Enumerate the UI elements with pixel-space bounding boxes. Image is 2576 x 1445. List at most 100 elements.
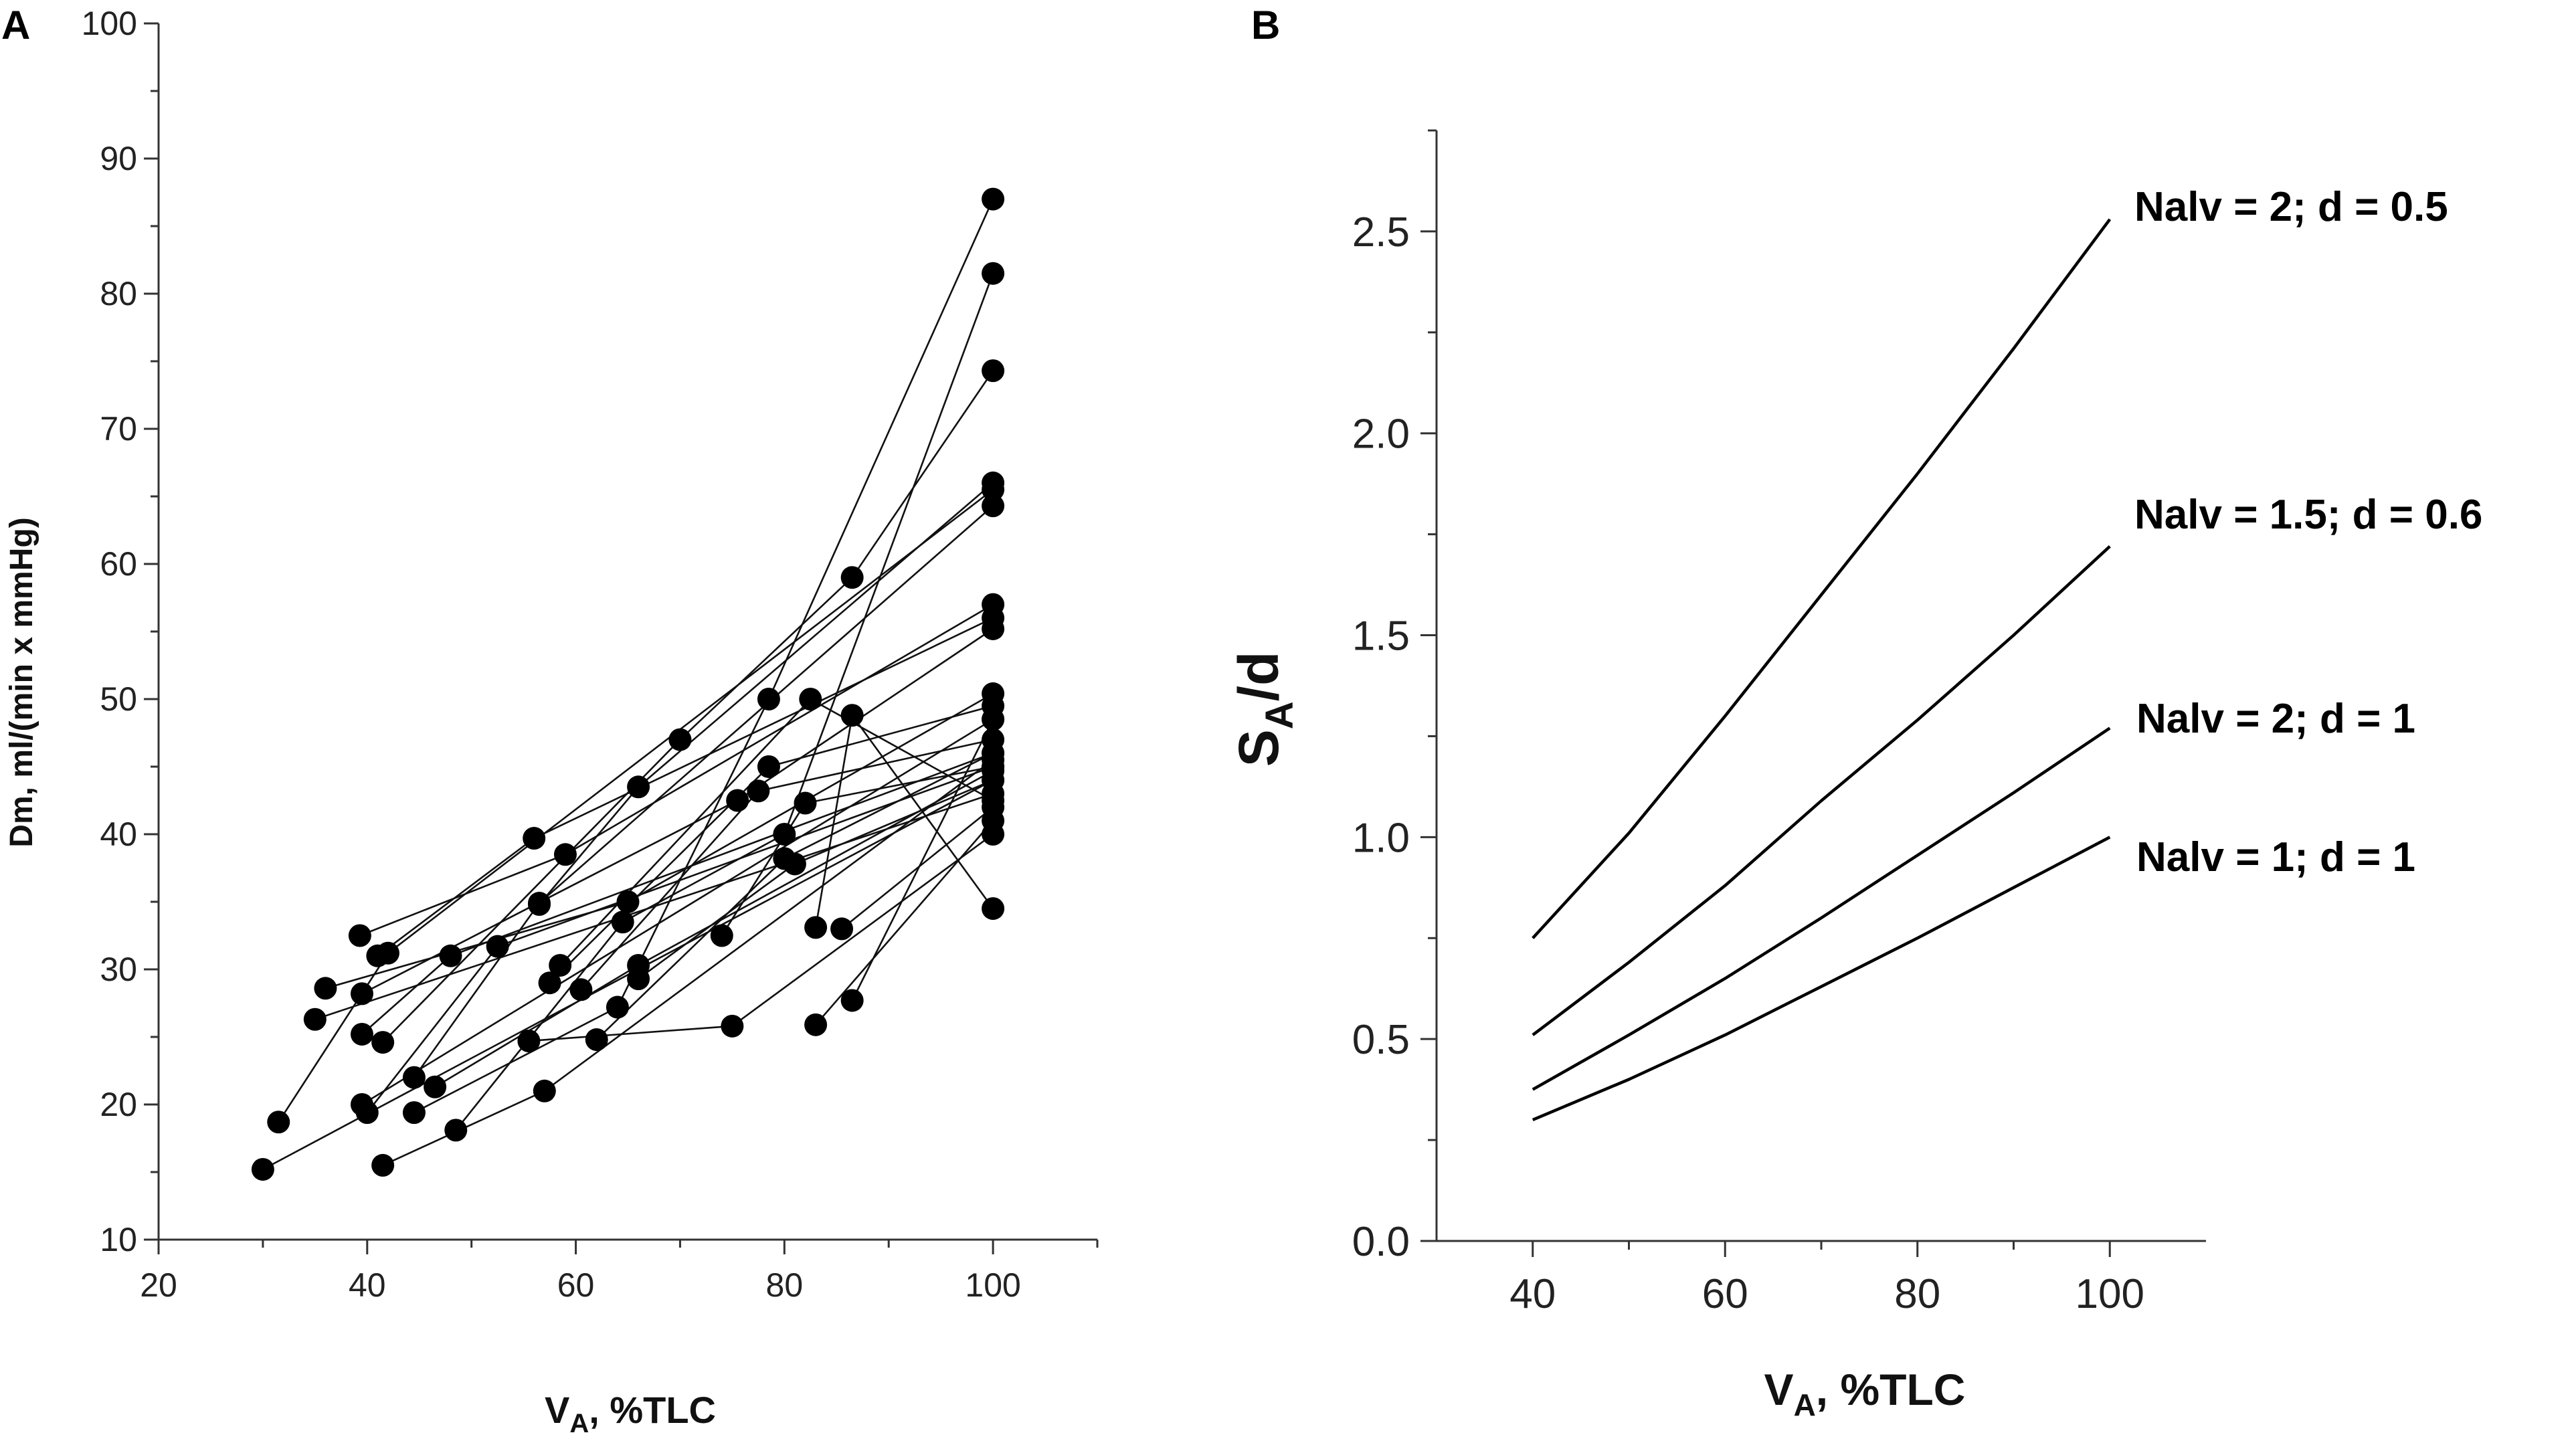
panel-b-curve-labels: Nalv = 2; d = 0.5 Nalv = 1.5; d = 0.6 Nalv… (2134, 184, 2482, 880)
panel-a-subject-line (851, 718, 994, 1001)
panel-a-data-point (402, 1066, 426, 1089)
panel-a-data-point (569, 978, 593, 1001)
panel-a-data-point (982, 359, 1005, 383)
panel-a-subject-line (314, 793, 994, 1020)
panel-a-data-point (982, 606, 1005, 630)
panel-a-x-tick-label: 20 (140, 1266, 177, 1304)
panel-a-data-point (424, 1075, 447, 1098)
panel-a-y-tick-label: 30 (100, 951, 137, 988)
panel-a-subject-line (382, 370, 994, 1044)
panel-a-label: A (1, 3, 30, 47)
panel-a-data-point (710, 924, 733, 947)
panel-a-data-point (366, 944, 389, 967)
panel-a-subject-line (413, 505, 994, 1078)
panel-b-chart: B 0.0 0.5 1.0 1.5 2.0 2.5 40 60 80 100 Nalv = 2; … (1227, 3, 2482, 1422)
panel-b-y-tick-label: 1.0 (1352, 815, 1410, 861)
panel-b-curve-line (1532, 836, 2111, 1121)
panel-a-subject-line (841, 806, 994, 930)
panel-a-x-axis-label: VA, %TLC (545, 1389, 716, 1438)
panel-b-curve-label: Nalv = 2; d = 1 (2136, 696, 2415, 742)
panel-b-label: B (1251, 3, 1280, 47)
panel-a-data-point (794, 791, 817, 815)
panel-b-x-axis-label: VA, %TLC (1764, 1365, 1966, 1422)
panel-a-data-point (773, 823, 796, 846)
panel-a-data-point (757, 688, 780, 710)
panel-b-axes: 0.0 0.5 1.0 1.5 2.0 2.5 40 60 80 100 (1352, 129, 2206, 1317)
panel-a-subject-line (413, 199, 994, 1114)
panel-a-subject-line (361, 718, 994, 1106)
panel-a-data-point (982, 471, 1005, 494)
panel-a-data-point (533, 1079, 556, 1102)
panel-a-data-point (783, 852, 806, 876)
panel-a-data-point (721, 1014, 744, 1038)
panel-b-curves (1532, 218, 2112, 1121)
panel-a-data-point (982, 494, 1005, 518)
panel-a-data-point (627, 775, 650, 799)
panel-a-y-axis-label: Dm, ml/(min x mmHg) (4, 517, 39, 847)
panel-a-data-point (982, 897, 1005, 921)
panel-b-y-axis-label: SA/d (1227, 652, 1301, 767)
panel-a-subject-line (366, 765, 994, 1113)
panel-a-y-tick-label: 80 (100, 275, 137, 312)
panel-a-subject-line (815, 820, 994, 1026)
panel-b-curve-line (1532, 727, 2111, 1091)
panel-a-data-point (668, 728, 692, 751)
panel-b-x-tick-label: 60 (1702, 1271, 1748, 1317)
panel-b-curve-label: Nalv = 1.5; d = 0.6 (2134, 492, 2482, 538)
panel-a-y-tick-label: 20 (100, 1086, 137, 1123)
panel-b-y-tick-label: 0.5 (1352, 1017, 1410, 1063)
panel-b-curve-label: Nalv = 1; d = 1 (2136, 834, 2415, 880)
panel-a-data-point (303, 1007, 327, 1031)
panel-a-data-point (757, 755, 780, 778)
panel-a-data-point (371, 1031, 395, 1054)
panel-a-data-point (538, 971, 561, 995)
panel-a-y-tick-label: 40 (100, 815, 137, 853)
panel-a-data-point (585, 1028, 608, 1052)
panel-a-data-point (251, 1157, 274, 1181)
panel-a-subject-line (549, 704, 994, 984)
panel-b-y-tick-label: 2.5 (1352, 209, 1410, 256)
panel-a-data-point (799, 688, 822, 710)
panel-a-data-point (527, 893, 551, 917)
panel-b-y-tick-label: 1.5 (1352, 613, 1410, 660)
panel-a-data-point (830, 917, 854, 941)
panel-a-data-point (267, 1111, 290, 1134)
panel-a-y-tick-label: 60 (100, 545, 137, 583)
panel-a-data-point (804, 916, 828, 939)
panel-a-x-tick-label: 80 (766, 1266, 804, 1304)
panel-a-data-point (486, 935, 509, 958)
panel-a-data-point (840, 704, 864, 727)
panel-a-data-point (371, 1153, 395, 1177)
panel-a-x-tick-label: 100 (965, 1266, 1020, 1304)
panel-a-subject-line (361, 628, 994, 995)
panel-a-subject-line (595, 752, 994, 1040)
panel-a-y-tick-label: 100 (82, 5, 137, 42)
panel-a-data-point (982, 262, 1005, 285)
panel-a-data-points (251, 187, 1005, 1181)
panel-a-data-point (314, 977, 337, 1000)
panel-a-data-point (726, 789, 749, 812)
panel-a-data-point (982, 187, 1005, 211)
panel-a-data-point (747, 779, 770, 803)
panel-a-data-point (350, 982, 373, 1005)
panel-a-y-tick-label: 70 (100, 410, 137, 448)
panel-a-x-tick-label: 60 (557, 1266, 595, 1304)
panel-b-x-tick-label: 40 (1509, 1271, 1556, 1317)
panel-a-data-point (840, 566, 864, 589)
panel-b-x-tick-label: 80 (1894, 1271, 1940, 1317)
panel-a-y-tick-label: 90 (100, 140, 137, 177)
panel-a-data-point (616, 890, 640, 913)
panel-a-data-point (549, 953, 572, 977)
panel-a-x-tick-label: 40 (349, 1266, 386, 1304)
panel-b-y-tick-label: 0.0 (1352, 1219, 1410, 1265)
panel-a-data-point (804, 1013, 828, 1036)
panel-a-data-point (523, 827, 546, 850)
panel-a-data-point (982, 755, 1005, 778)
panel-a-data-point (606, 995, 629, 1019)
panel-b-y-tick-label: 2.0 (1352, 411, 1410, 458)
panel-a-data-point (627, 967, 650, 991)
panel-a-data-point (348, 924, 371, 947)
